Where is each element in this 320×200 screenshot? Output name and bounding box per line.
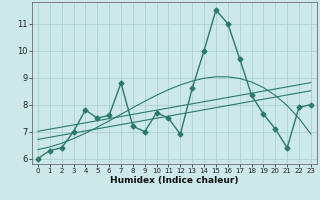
X-axis label: Humidex (Indice chaleur): Humidex (Indice chaleur) — [110, 176, 239, 185]
